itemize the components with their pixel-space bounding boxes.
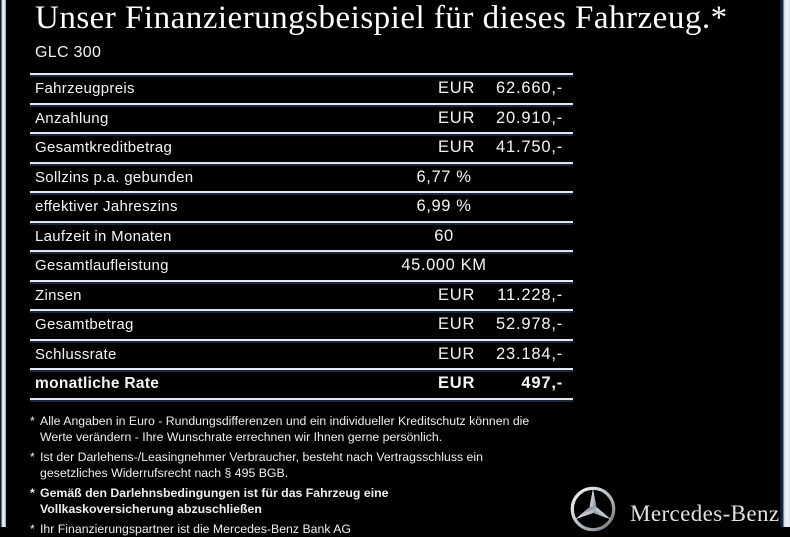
amount-value: 41.750,- — [496, 138, 563, 157]
footnote-bank-clipped: * Ihr Finanzierungspartner ist die Merce… — [30, 521, 590, 537]
footnote-rounding: * Alle Angaben in Euro - Rundungsdiffere… — [30, 413, 590, 445]
footnote-text: Ist der Darlehens-/Leasingnehmer Verbrau… — [40, 450, 483, 480]
row-label: Anzahlung — [35, 109, 109, 127]
mercedes-benz-wordmark: Mercedes-Benz — [630, 501, 780, 526]
currency-label: EUR — [438, 108, 476, 127]
row-label: Laufzeit in Monaten — [35, 227, 172, 245]
currency-label: EUR — [438, 374, 476, 393]
amount-value: 45.000 KM — [401, 256, 487, 275]
row-value: EUR 62.660,- — [315, 79, 573, 98]
currency-label: EUR — [438, 344, 476, 363]
table-row: Schlussrate EUR 23.184,- — [30, 338, 573, 369]
row-value: 6,99 % — [315, 197, 573, 216]
table-row: Laufzeit in Monaten 60 — [30, 220, 573, 251]
currency-label: EUR — [438, 315, 476, 334]
table-row-monthly-rate: monatliche Rate EUR 497,- — [30, 368, 573, 398]
amount-value: 6,99 % — [416, 197, 472, 216]
amount-value: 20.910,- — [496, 108, 563, 127]
asterisk-marker: * — [30, 486, 35, 500]
row-value: EUR 41.750,- — [315, 138, 573, 157]
footnote-text: Gemäß den Darlehnsbedingungen ist für da… — [40, 486, 389, 516]
row-value: 45.000 KM — [315, 256, 573, 275]
row-value: EUR 20.910,- — [315, 109, 573, 128]
row-label: monatliche Rate — [35, 374, 160, 392]
amount-value: 23.184,- — [496, 344, 563, 363]
row-label: Zinsen — [35, 286, 82, 304]
row-label: Schlussrate — [35, 345, 117, 363]
amount-value: 497,- — [521, 374, 563, 393]
row-value: EUR 52.978,- — [315, 315, 573, 334]
row-value: EUR 23.184,- — [315, 345, 573, 364]
row-value: EUR 497,- — [315, 374, 573, 393]
row-label: Gesamtbetrag — [35, 316, 134, 334]
amount-value: 52.978,- — [496, 315, 563, 334]
row-label: Gesamtlaufleistung — [35, 257, 169, 275]
currency-label: EUR — [438, 138, 476, 157]
footnote-withdrawal-right: * Ist der Darlehens-/Leasingnehmer Verbr… — [30, 449, 590, 481]
table-row: Gesamtbetrag EUR 52.978,- — [30, 309, 573, 339]
footnote-text: Alle Angaben in Euro - Rundungsdifferenz… — [40, 414, 530, 444]
row-label: Sollzins p.a. gebunden — [35, 168, 194, 186]
row-value: 6,77 % — [315, 168, 573, 187]
vehicle-model-label: GLC 300 — [35, 44, 102, 61]
table-row: Gesamtkreditbetrag EUR 41.750,- — [30, 132, 573, 162]
table-row: effektiver Jahreszins 6,99 % — [30, 191, 573, 221]
table-row: Zinsen EUR 11.228,- — [30, 279, 573, 310]
row-value: EUR 11.228,- — [315, 286, 573, 305]
amount-value: 6,77 % — [416, 167, 472, 186]
table-row: Fahrzeugpreis EUR 62.660,- — [30, 73, 573, 103]
row-value: 60 — [315, 227, 573, 246]
financing-table: Fahrzeugpreis EUR 62.660,- Anzahlung EUR… — [30, 73, 573, 400]
row-label: effektiver Jahreszins — [35, 198, 178, 216]
mercedes-star-icon — [570, 486, 616, 532]
currency-label: EUR — [438, 79, 476, 98]
row-label: Gesamtkreditbetrag — [35, 139, 173, 157]
page-title: Unser Finanzierungsbeispiel für dieses F… — [35, 0, 728, 36]
footnotes: * Alle Angaben in Euro - Rundungsdiffere… — [30, 413, 590, 537]
table-row: Sollzins p.a. gebunden 6,77 % — [30, 161, 573, 192]
amount-value: 60 — [434, 226, 454, 245]
footnote-insurance: * Gemäß den Darlehnsbedingungen ist für … — [30, 485, 590, 517]
table-row: Gesamtlaufleistung 45.000 KM — [30, 250, 573, 280]
table-row: Anzahlung EUR 20.910,- — [30, 102, 573, 133]
row-label: Fahrzeugpreis — [35, 80, 135, 98]
amount-value: 11.228,- — [497, 285, 563, 304]
asterisk-marker: * — [30, 522, 35, 536]
asterisk-marker: * — [30, 450, 35, 464]
asterisk-marker: * — [30, 414, 35, 428]
left-edge-strip — [0, 0, 6, 527]
currency-label: EUR — [438, 285, 476, 304]
right-edge-strip — [778, 0, 790, 527]
amount-value: 62.660,- — [496, 79, 563, 98]
footnote-text: Ihr Finanzierungspartner ist die Mercede… — [40, 522, 351, 536]
